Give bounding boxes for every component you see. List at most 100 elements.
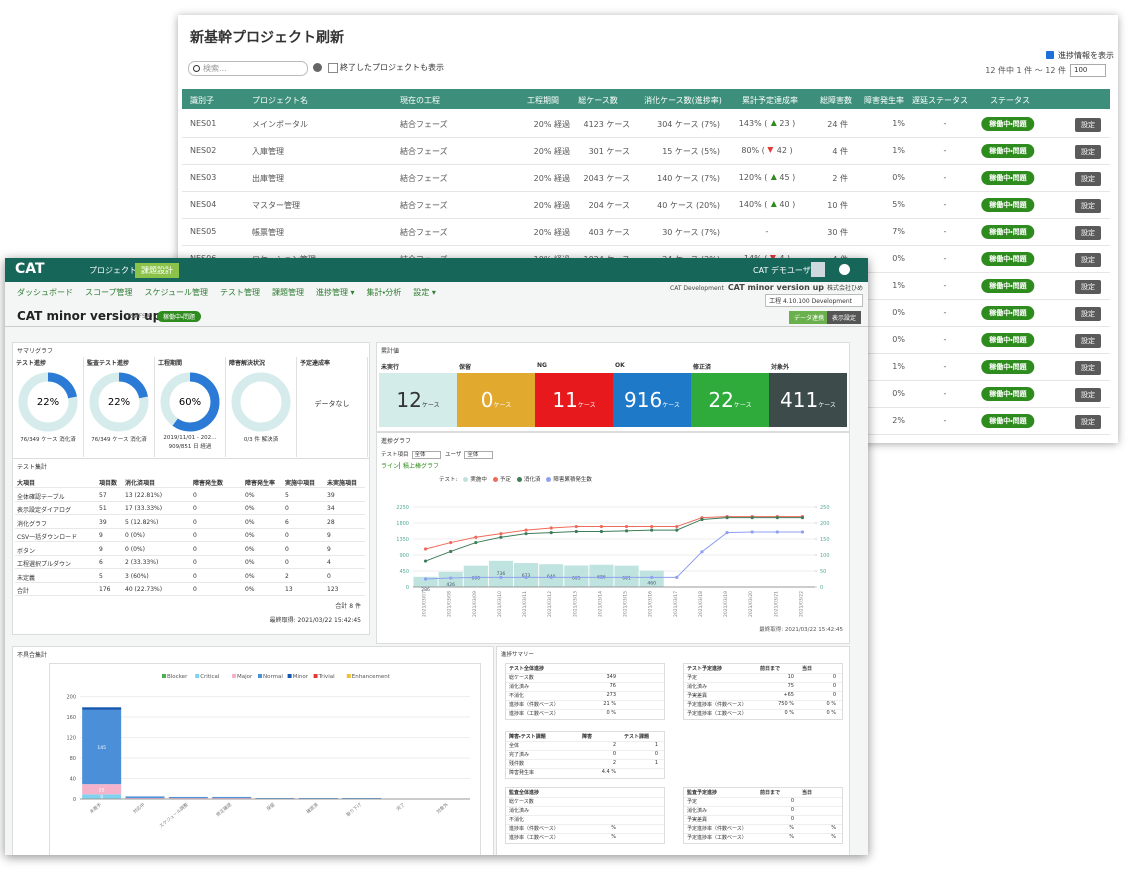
checkbox[interactable]	[328, 63, 338, 73]
avatar[interactable]	[811, 262, 825, 277]
nav-item[interactable]: 設定 ▾	[413, 288, 436, 297]
display-settings-button[interactable]: 表示設定	[827, 311, 862, 324]
cell: 40 ケース (20%)	[657, 201, 720, 210]
point	[449, 549, 453, 554]
cell: 2 件	[832, 174, 848, 183]
active-menu[interactable]: 課題設計	[135, 263, 179, 278]
row-divider	[15, 541, 365, 542]
row-divider	[684, 806, 842, 807]
legend-item[interactable]: 予定	[492, 475, 511, 483]
settings-button[interactable]: 設定	[1075, 172, 1101, 186]
x-tick-label: スケジュール調整	[158, 801, 190, 830]
y2-tick-label: 50	[820, 569, 826, 575]
nav-item[interactable]: 課題管理	[271, 288, 304, 297]
search-box[interactable]: 検索...	[188, 61, 308, 76]
legend-item[interactable]: 消化済	[516, 475, 540, 483]
cell: ボタン	[17, 547, 36, 555]
x-tick-label: 未着手	[88, 801, 103, 815]
cell: 0	[790, 807, 794, 813]
cell: 0%	[892, 308, 905, 317]
page-size-select[interactable]: 100	[1070, 64, 1106, 77]
summary-label: 工程期間	[158, 360, 183, 367]
cell: 予定	[687, 799, 698, 805]
row-divider	[15, 514, 365, 515]
settings-button[interactable]: 設定	[1075, 199, 1101, 213]
gear-icon[interactable]	[839, 264, 850, 275]
cell: 予定進捗率（件数ベース）	[687, 826, 747, 832]
nav-item[interactable]: 進捗管理 ▾	[315, 288, 355, 297]
point	[725, 516, 729, 520]
bar-segment	[212, 796, 252, 798]
nav-item[interactable]: テスト管理	[219, 288, 260, 297]
y2-tick-label: 0	[820, 585, 823, 591]
settings-button[interactable]: 設定	[1075, 361, 1101, 375]
nav-item[interactable]: ダッシュボード	[17, 288, 73, 297]
cell: %	[831, 825, 836, 831]
cell: 消化済み	[687, 684, 708, 690]
plan-rate: 120% (45 )	[739, 173, 795, 182]
legend-label: 実施中	[470, 477, 487, 483]
cell: 不消化	[509, 693, 525, 699]
cell: -	[943, 119, 947, 128]
filter: ユーザ 全体	[445, 450, 494, 459]
column-header: テスト全体進捗	[509, 666, 545, 672]
cell: 4.4 %	[601, 769, 616, 775]
settings-button[interactable]: 設定	[1075, 118, 1101, 132]
project-menu[interactable]: プロジェクト ▾	[89, 266, 144, 275]
cell: 1	[654, 742, 658, 748]
row-divider	[182, 218, 1110, 219]
plan-rate-diff: 40 )	[779, 200, 796, 209]
legend-label: Blocker	[167, 674, 188, 680]
legend-item[interactable]: 実施中	[463, 475, 487, 483]
mode-link[interactable]: 積上棒グラフ	[403, 463, 440, 470]
point	[650, 524, 654, 529]
cell: 0	[193, 559, 197, 566]
donut-label: 60%	[179, 397, 201, 408]
cell: 0 %	[826, 710, 836, 716]
column-header: 総障害数	[820, 96, 852, 105]
panel-title: 進捗サマリー	[501, 652, 535, 658]
column-border	[13, 357, 84, 457]
settings-button[interactable]: 設定	[1075, 415, 1101, 429]
summary-label: 予定達成率	[300, 360, 331, 367]
sync-button[interactable]: データ連携	[789, 311, 830, 324]
cell: 消化済み	[687, 808, 708, 814]
cell: 0	[790, 816, 794, 822]
plan-rate: 140% (40 )	[739, 200, 795, 209]
settings-button[interactable]: 設定	[1075, 334, 1101, 348]
column-border	[297, 357, 368, 457]
nav-item[interactable]: スケジュール管理	[144, 288, 208, 297]
mode-link[interactable]: ライン	[381, 463, 400, 470]
phase-select[interactable]: 工程 4.10.100 Development	[765, 294, 863, 307]
cell: 6	[285, 518, 289, 526]
settings-button[interactable]: 設定	[1075, 388, 1101, 402]
cell: 140 ケース (7%)	[657, 174, 720, 183]
cell: 大項目	[17, 480, 36, 487]
page-title: 新基幹プロジェクト刷新	[190, 30, 344, 46]
cell: 0	[193, 518, 197, 526]
row-divider	[15, 527, 365, 529]
total-unit: ケース	[733, 401, 752, 409]
x-tick-label: 対象外	[435, 801, 450, 815]
checkbox[interactable]	[1046, 51, 1054, 59]
cell: 消化済み	[509, 808, 530, 814]
settings-button[interactable]: 設定	[1075, 226, 1101, 240]
project-name: CAT minor version up	[727, 283, 824, 292]
settings-button[interactable]: 設定	[1075, 280, 1101, 294]
column-header: 累計予定達成率	[742, 96, 798, 105]
user-menu[interactable]: CAT デモユーザー	[753, 266, 819, 275]
nav-item[interactable]: 集計・分析	[366, 288, 402, 297]
filter-select[interactable]: 全体	[411, 451, 441, 459]
donut-label: 22%	[108, 397, 130, 408]
filter-select[interactable]: 全体	[464, 451, 494, 459]
clear-button[interactable]	[313, 63, 322, 72]
settings-button[interactable]: 設定	[1075, 145, 1101, 159]
settings-button[interactable]: 設定	[1075, 307, 1101, 321]
nav-item[interactable]: スコープ管理	[85, 288, 133, 297]
summary-note: 76/349 ケース 消化済	[20, 437, 76, 443]
settings-button[interactable]: 設定	[1075, 253, 1101, 267]
legend-item[interactable]: 障害累積発生数	[546, 475, 592, 483]
summary-label: 障害解決状況	[229, 360, 266, 367]
column-header: 総ケース数	[578, 96, 618, 105]
